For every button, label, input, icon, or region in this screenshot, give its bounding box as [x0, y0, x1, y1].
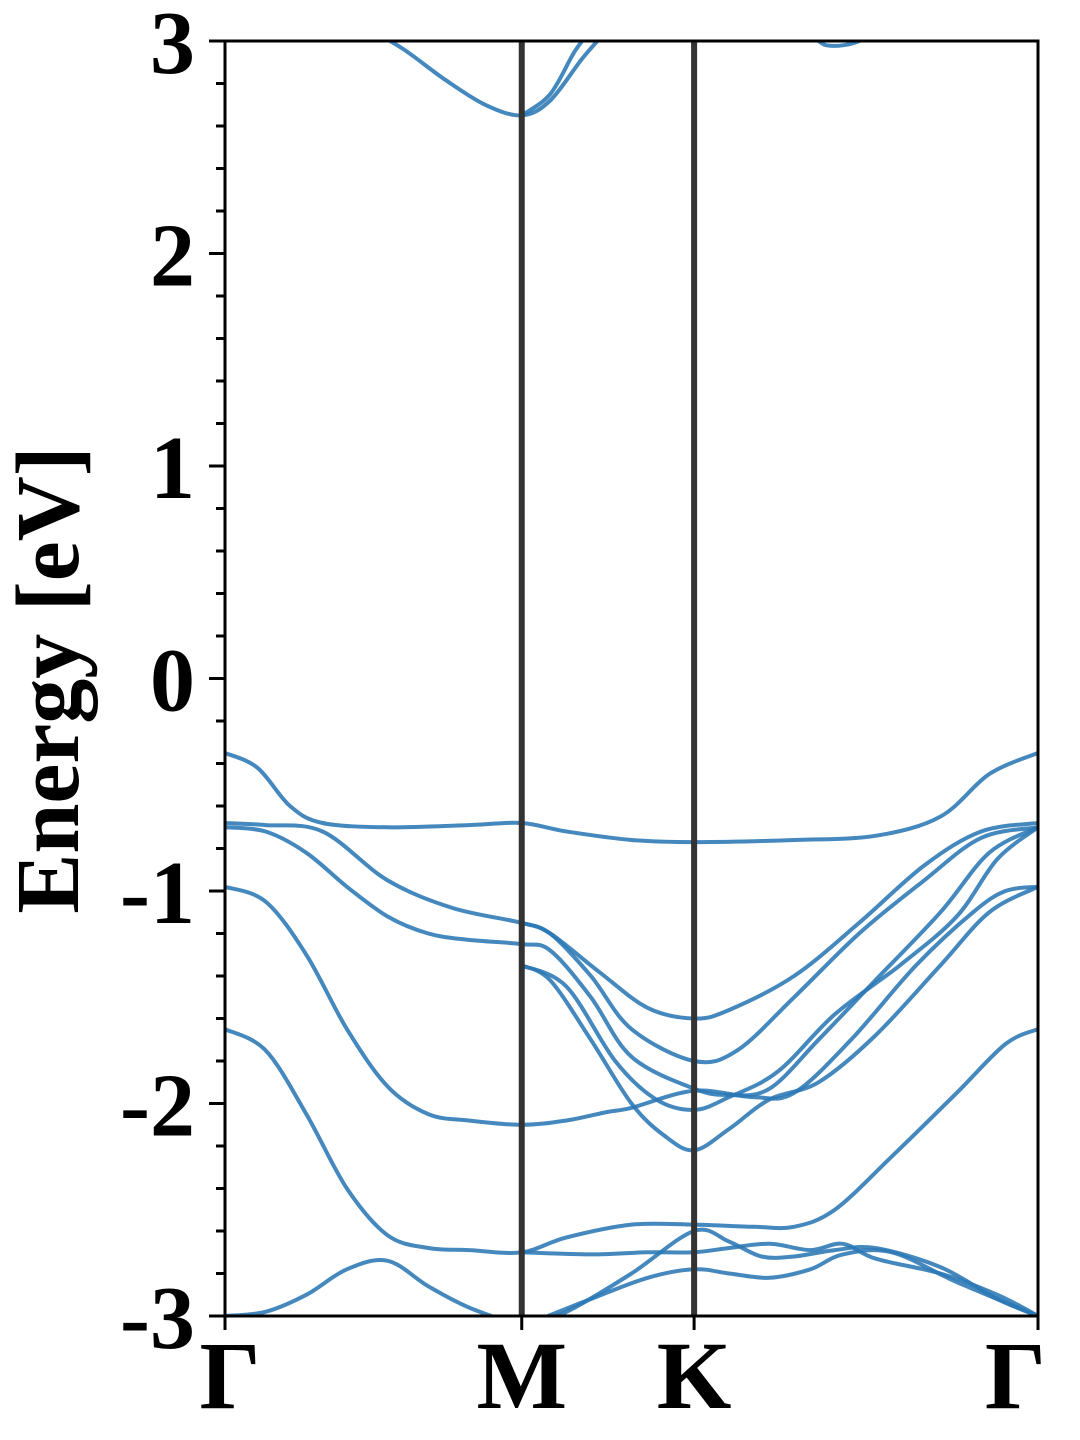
band-line-2	[225, 1027, 1038, 1255]
plot-frame	[223, 39, 1040, 1318]
y-tick-label: -2	[120, 1057, 195, 1156]
y-tick-label: 2	[150, 207, 195, 306]
x-tick-label-2: M	[476, 1322, 567, 1429]
band-line-7	[519, 825, 1038, 1065]
x-tick-label-4: Γ	[985, 1322, 1046, 1429]
band-line-15	[814, 41, 864, 48]
band-line-5	[225, 750, 1038, 845]
band-line-12	[542, 1248, 1038, 1316]
band-line-6	[225, 821, 1038, 1021]
band-line-1	[225, 1258, 498, 1316]
band-line-14	[519, 41, 585, 118]
y-axis-ticks: -3 -2 -1 0 1 2 3	[120, 0, 225, 1368]
y-tick-label: 3	[150, 0, 195, 93]
y-tick-label: -3	[120, 1269, 195, 1368]
y-tick-label: -1	[120, 844, 195, 943]
band-line-4	[225, 825, 1038, 1098]
x-tick-label-1: Γ	[199, 1322, 260, 1429]
x-tick-label-3: K	[657, 1322, 732, 1429]
band-line-9	[519, 825, 1038, 1112]
band-line-3	[225, 884, 1038, 1127]
band-line-13	[386, 41, 601, 118]
band-line-10	[519, 1241, 1038, 1316]
bands-layer	[225, 41, 1038, 1316]
band-line-8	[519, 884, 1038, 1153]
k-point-dividers	[518, 41, 698, 1316]
y-tick-label: 0	[150, 632, 195, 731]
band-line-11	[550, 1227, 1038, 1316]
y-axis-label: Energy [eV]	[0, 446, 98, 913]
y-tick-label: 1	[150, 419, 195, 518]
